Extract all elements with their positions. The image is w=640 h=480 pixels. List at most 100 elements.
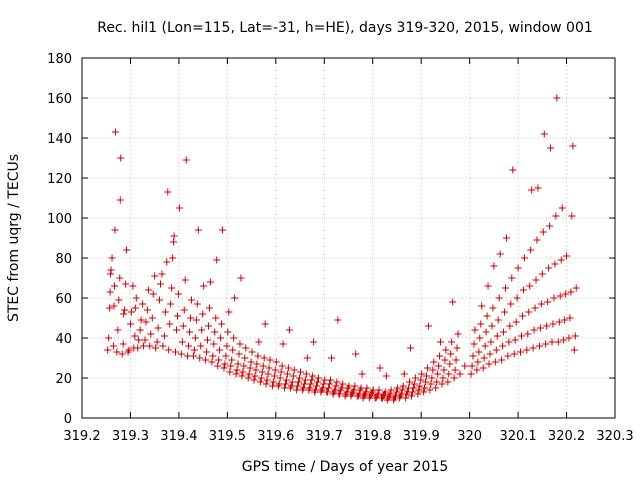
data-point	[434, 370, 442, 378]
data-point	[192, 316, 200, 324]
data-point	[461, 362, 469, 370]
data-point	[540, 130, 548, 138]
data-point	[474, 358, 482, 366]
data-point	[151, 272, 159, 280]
data-point	[469, 352, 477, 360]
data-point	[219, 226, 227, 234]
data-point	[518, 312, 526, 320]
data-point	[553, 94, 561, 102]
data-point	[137, 316, 145, 324]
data-point	[509, 166, 517, 174]
data-point	[523, 346, 531, 354]
data-point	[526, 282, 534, 290]
data-point	[306, 384, 314, 392]
data-point	[358, 370, 366, 378]
data-point	[486, 350, 494, 358]
data-point	[125, 346, 133, 354]
data-point	[163, 258, 171, 266]
data-point	[222, 352, 230, 360]
data-point	[256, 378, 264, 386]
data-point	[266, 356, 274, 364]
data-point	[547, 144, 555, 152]
data-point	[289, 372, 297, 380]
data-point	[519, 286, 527, 294]
data-point	[409, 384, 417, 392]
data-point	[262, 380, 270, 388]
data-point	[528, 186, 536, 194]
data-point	[446, 360, 454, 368]
data-point	[504, 352, 512, 360]
data-point	[514, 264, 522, 272]
data-point	[198, 326, 206, 334]
data-point	[453, 344, 461, 352]
chart-title: Rec. hil1 (Lon=115, Lat=-31, h=HE), days…	[97, 20, 593, 36]
data-point	[326, 380, 334, 388]
data-point	[418, 370, 426, 378]
data-point	[149, 290, 157, 298]
data-point	[177, 350, 185, 358]
data-point	[236, 340, 244, 348]
data-point	[156, 296, 164, 304]
data-point	[231, 294, 239, 302]
data-point	[111, 128, 119, 136]
data-point	[488, 322, 496, 330]
data-point	[168, 284, 176, 292]
data-point	[166, 320, 174, 328]
data-point	[532, 276, 540, 284]
data-point	[498, 356, 506, 364]
data-point	[415, 386, 423, 394]
data-point	[529, 344, 537, 352]
data-point	[531, 304, 539, 312]
data-point	[178, 338, 186, 346]
data-point	[252, 366, 260, 374]
data-point	[393, 384, 401, 392]
data-point	[374, 390, 382, 398]
data-point	[115, 296, 123, 304]
data-point	[127, 308, 135, 316]
data-point	[476, 334, 484, 342]
data-point	[430, 358, 438, 366]
data-point	[475, 348, 483, 356]
data-point	[126, 320, 134, 328]
x-axis-label: GPS time / Days of year 2015	[242, 459, 449, 475]
x-tick-label: 319.6	[257, 429, 294, 444]
data-point	[169, 254, 177, 262]
data-point	[129, 282, 137, 290]
data-point	[411, 374, 419, 382]
data-point	[338, 384, 346, 392]
y-tick-label: 60	[55, 292, 72, 307]
data-point	[197, 342, 205, 350]
data-point	[432, 384, 440, 392]
data-point	[265, 364, 273, 372]
data-point	[104, 346, 112, 354]
data-point	[113, 348, 121, 356]
y-tick-label: 0	[64, 412, 72, 427]
y-tick-label: 40	[55, 332, 72, 347]
data-point	[217, 334, 225, 342]
data-point	[483, 312, 491, 320]
data-point	[172, 326, 180, 334]
data-point	[277, 368, 285, 376]
data-point	[164, 188, 172, 196]
data-point	[500, 328, 508, 336]
data-point	[555, 318, 563, 326]
data-point	[295, 378, 303, 386]
data-point	[147, 330, 155, 338]
data-point	[161, 308, 169, 316]
data-point	[202, 356, 210, 364]
data-point	[494, 316, 502, 324]
data-point	[119, 340, 127, 348]
data-point	[296, 374, 304, 382]
data-point	[449, 298, 457, 306]
data-point	[294, 382, 302, 390]
data-point	[221, 360, 229, 368]
data-point	[204, 322, 212, 330]
data-point	[297, 368, 305, 376]
data-point	[110, 302, 118, 310]
data-point	[199, 310, 207, 318]
y-tick-label: 100	[47, 212, 72, 227]
data-point	[301, 376, 309, 384]
data-point	[259, 362, 267, 370]
data-point	[513, 294, 521, 302]
